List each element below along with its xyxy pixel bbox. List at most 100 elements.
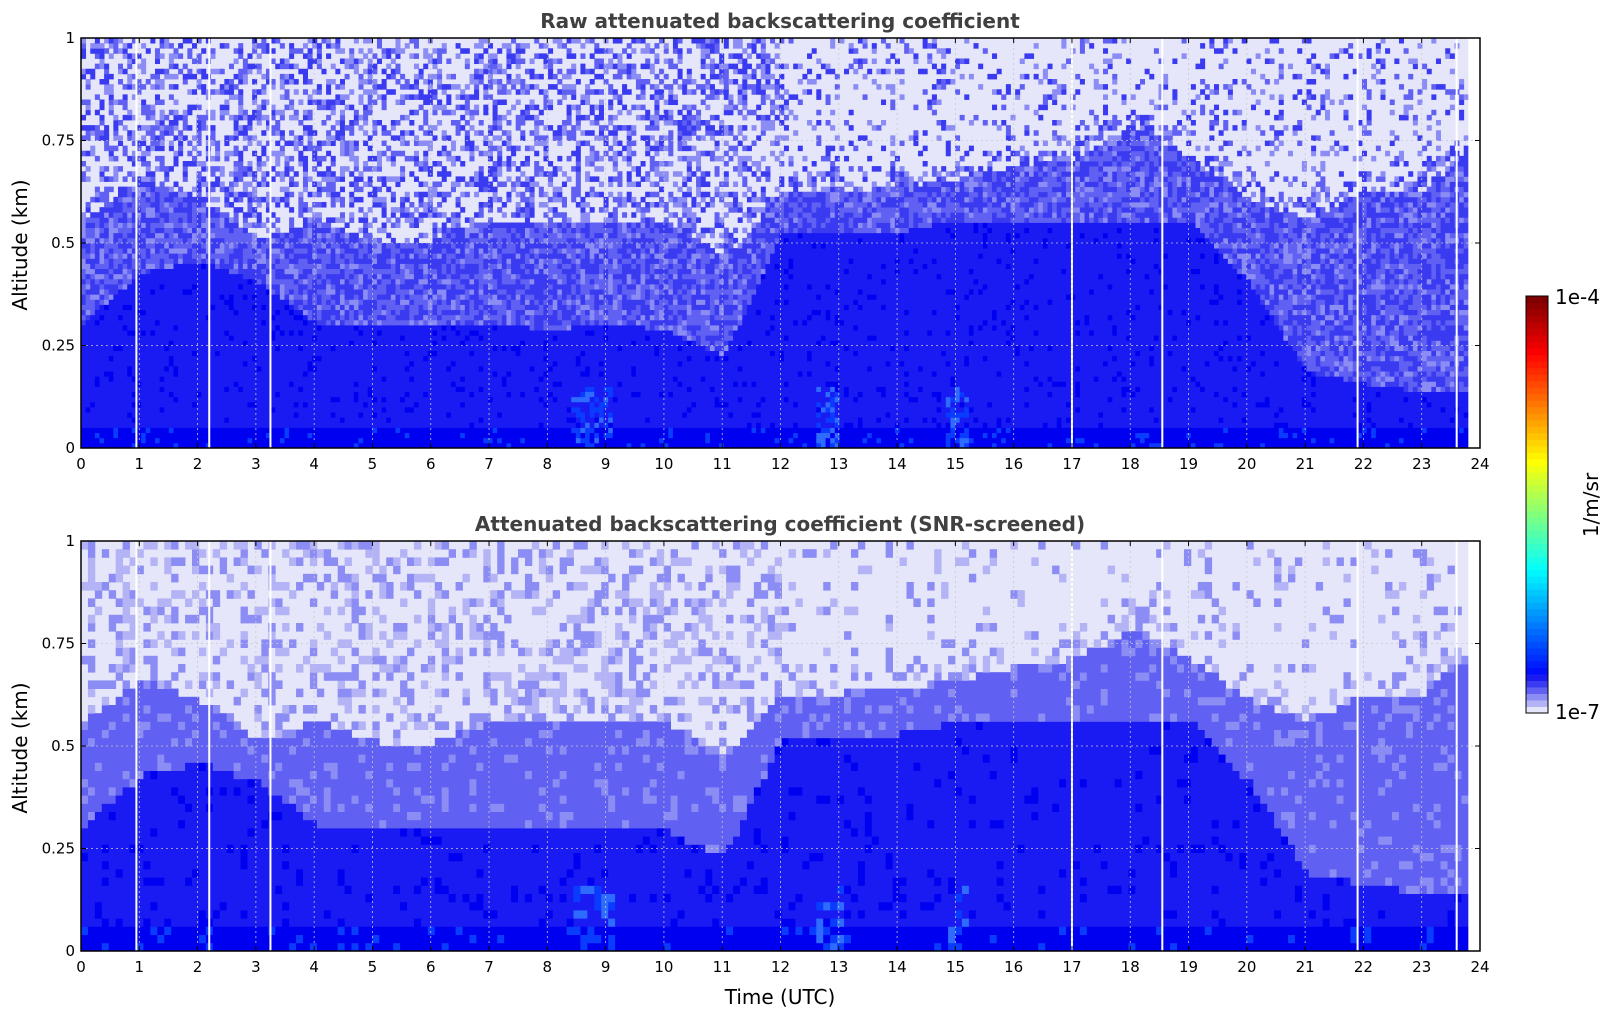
heatmap-cell <box>330 314 336 321</box>
heatmap-cell <box>127 263 133 270</box>
heatmap-cell <box>302 207 308 213</box>
heatmap-cell <box>330 99 336 106</box>
heatmap-cell <box>252 330 258 336</box>
heatmap-cell <box>104 396 110 403</box>
heatmap-cell <box>145 248 151 254</box>
heatmap-cell <box>122 94 128 100</box>
heatmap-cell <box>187 319 193 326</box>
heatmap-cell <box>141 335 147 341</box>
heatmap-cell <box>256 427 262 434</box>
heatmap-cell <box>413 217 419 223</box>
heatmap-cell <box>118 222 124 229</box>
heatmap-cell <box>307 243 313 249</box>
heatmap-cell <box>104 391 110 398</box>
heatmap-cell <box>293 314 299 321</box>
heatmap-cell <box>432 335 438 341</box>
heatmap-cell <box>339 130 345 136</box>
heatmap-cell <box>404 381 410 387</box>
heatmap-cell <box>307 381 313 387</box>
heatmap-cell <box>219 43 225 49</box>
heatmap-cell <box>118 309 124 316</box>
heatmap-cell <box>168 360 174 367</box>
heatmap-cell <box>81 350 87 357</box>
heatmap-cell <box>228 427 234 434</box>
heatmap-cell <box>228 366 234 372</box>
heatmap-cell <box>141 150 147 157</box>
heatmap-cell <box>141 366 147 372</box>
heatmap-cell <box>196 304 202 311</box>
heatmap-cell <box>81 248 87 254</box>
heatmap-cell <box>90 43 96 49</box>
heatmap-cell <box>418 273 424 280</box>
heatmap-cell <box>81 227 87 234</box>
heatmap-cell <box>307 335 313 341</box>
heatmap-cell <box>335 227 341 234</box>
heatmap-cell <box>164 284 170 290</box>
heatmap-cell <box>353 401 359 408</box>
heatmap-cell <box>376 304 382 311</box>
heatmap-cell <box>159 350 165 357</box>
heatmap-cell <box>358 125 364 131</box>
heatmap-cell <box>122 125 128 131</box>
heatmap-cell <box>427 171 433 177</box>
heatmap-cell <box>238 130 244 136</box>
heatmap-cell <box>289 366 295 372</box>
heatmap-cell <box>409 432 415 439</box>
heatmap-cell <box>182 294 188 300</box>
heatmap-cell <box>400 299 406 305</box>
heatmap-cell <box>99 278 105 285</box>
heatmap-cell <box>168 94 174 100</box>
heatmap-cell <box>376 386 382 393</box>
heatmap-cell <box>108 237 114 244</box>
heatmap-cell <box>298 304 304 311</box>
heatmap-cell <box>99 114 105 121</box>
heatmap-cell <box>127 371 133 377</box>
heatmap-cell <box>418 217 424 223</box>
heatmap-cell <box>344 304 350 311</box>
heatmap-cell <box>376 432 382 439</box>
heatmap-cell <box>256 140 262 147</box>
heatmap-cell <box>316 181 322 188</box>
heatmap-cell <box>81 422 87 428</box>
heatmap-cell <box>210 294 216 300</box>
heatmap-cell <box>279 412 285 418</box>
heatmap-cell <box>141 427 147 434</box>
heatmap-cell <box>353 114 359 121</box>
heatmap-cell <box>150 145 156 152</box>
heatmap-cell <box>215 155 221 162</box>
heatmap-cell <box>164 401 170 408</box>
heatmap-cell <box>99 212 105 218</box>
heatmap-cell <box>168 289 174 295</box>
heatmap-cell <box>409 360 415 367</box>
heatmap-cell <box>326 176 332 182</box>
heatmap-cell <box>293 412 299 418</box>
heatmap-cell <box>335 396 341 403</box>
heatmap-cell <box>363 120 369 126</box>
heatmap-cell <box>191 207 198 213</box>
heatmap-cell <box>252 417 258 423</box>
heatmap-cell <box>131 140 137 147</box>
heatmap-cell <box>113 258 119 264</box>
heatmap-cell <box>131 325 137 331</box>
heatmap-cell <box>85 371 91 377</box>
heatmap-cell <box>423 79 429 85</box>
heatmap-cell <box>94 345 100 352</box>
heatmap-cell <box>145 360 151 367</box>
heatmap-cell <box>113 268 119 275</box>
heatmap-cell <box>270 314 276 321</box>
heatmap-cell <box>210 371 216 377</box>
heatmap-cell <box>94 155 100 162</box>
heatmap-cell <box>400 284 406 290</box>
heatmap-cell <box>173 345 179 352</box>
heatmap-cell <box>404 314 410 321</box>
heatmap-cell <box>187 68 193 75</box>
heatmap-cell <box>404 396 410 403</box>
heatmap-cell <box>437 391 443 398</box>
heatmap-cell <box>358 366 364 372</box>
heatmap-cell <box>358 114 364 121</box>
heatmap-cell <box>104 130 110 136</box>
heatmap-cell <box>90 304 96 311</box>
heatmap-cell <box>178 304 184 311</box>
heatmap-cell <box>228 227 234 234</box>
heatmap-cell <box>196 371 202 377</box>
